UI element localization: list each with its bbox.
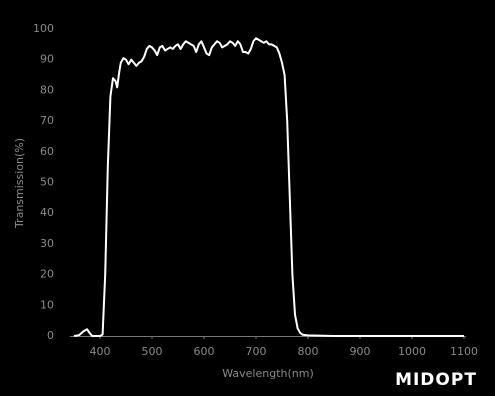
y-tick-label: 10 <box>40 298 54 311</box>
x-tick-label: 500 <box>142 345 163 358</box>
x-tick-label: 600 <box>194 345 215 358</box>
logo: MIDOPT <box>395 370 477 390</box>
y-tick-label: 50 <box>40 176 54 189</box>
x-tick-label: 800 <box>298 345 319 358</box>
y-tick-label: 90 <box>40 53 54 66</box>
x-tick-label: 400 <box>90 345 111 358</box>
y-tick-label: 70 <box>40 114 54 127</box>
y-tick-label: 100 <box>33 22 54 35</box>
x-axis-label: Wavelength(nm) <box>222 367 314 380</box>
x-tick-label: 900 <box>350 345 371 358</box>
y-tick-label: 0 <box>47 329 54 342</box>
y-tick-label: 80 <box>40 83 54 96</box>
y-axis-label: Transmission(%) <box>13 138 26 229</box>
y-tick-label: 60 <box>40 145 54 158</box>
y-tick-label: 40 <box>40 206 54 219</box>
series-line <box>73 37 464 337</box>
x-tick-label: 1100 <box>450 345 478 358</box>
x-tick-label: 1000 <box>398 345 426 358</box>
y-tick-label: 20 <box>40 268 54 281</box>
x-tick-label: 700 <box>246 345 267 358</box>
y-tick-label: 30 <box>40 237 54 250</box>
